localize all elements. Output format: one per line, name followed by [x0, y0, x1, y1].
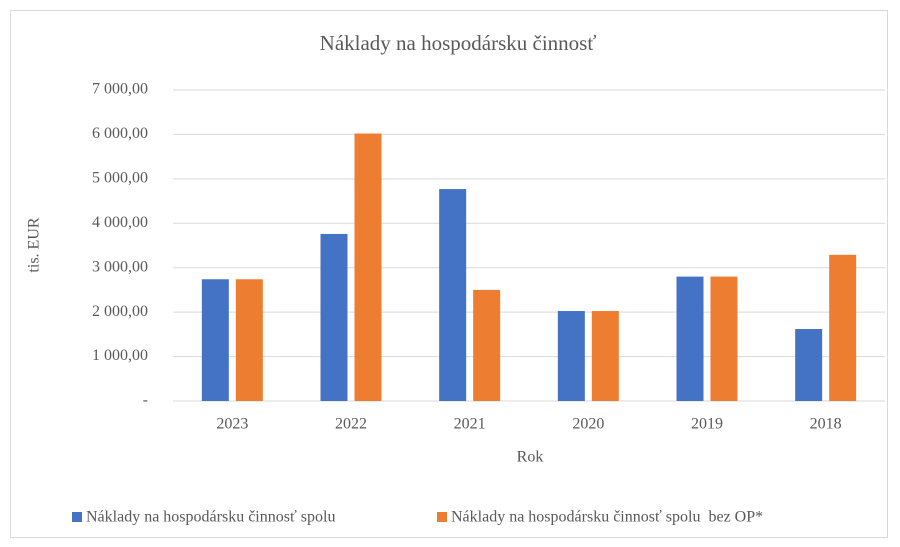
y-tick-label: 5 000,00 [92, 170, 148, 187]
x-axis-label: Rok [517, 449, 544, 466]
bar [439, 189, 467, 401]
chart-title: Náklady na hospodársku činnosť [320, 31, 597, 55]
x-tick-label: 2018 [810, 416, 842, 433]
legend-swatch [72, 512, 82, 522]
y-tick-label: 4 000,00 [92, 214, 148, 231]
y-tick-label: - [143, 392, 148, 409]
bar [201, 279, 229, 401]
bar [795, 329, 823, 401]
y-tick-label: 1 000,00 [92, 347, 148, 364]
y-tick-label: 7 000,00 [92, 81, 148, 98]
y-tick-label: 2 000,00 [92, 303, 148, 320]
y-tick-label: 6 000,00 [92, 125, 148, 142]
bar [557, 311, 585, 401]
bar [829, 254, 857, 401]
bar [473, 289, 501, 401]
x-tick-label: 2019 [691, 416, 723, 433]
bar [235, 279, 263, 401]
y-axis-label: tis. EUR [26, 217, 43, 272]
x-tick-label: 2023 [216, 416, 248, 433]
bar [320, 233, 348, 401]
bar [710, 276, 738, 401]
x-tick-label: 2022 [335, 416, 367, 433]
bar [676, 276, 704, 401]
x-tick-label: 2020 [572, 416, 604, 433]
y-tick-label: 3 000,00 [92, 258, 148, 275]
legend-swatch [437, 512, 447, 522]
legend-label: Náklady na hospodársku činnosť spolu bez… [451, 509, 763, 526]
legend-label: Náklady na hospodársku činnosť spolu [86, 509, 335, 526]
bar [354, 133, 382, 402]
bar [591, 311, 619, 401]
x-tick-label: 2021 [454, 416, 486, 433]
